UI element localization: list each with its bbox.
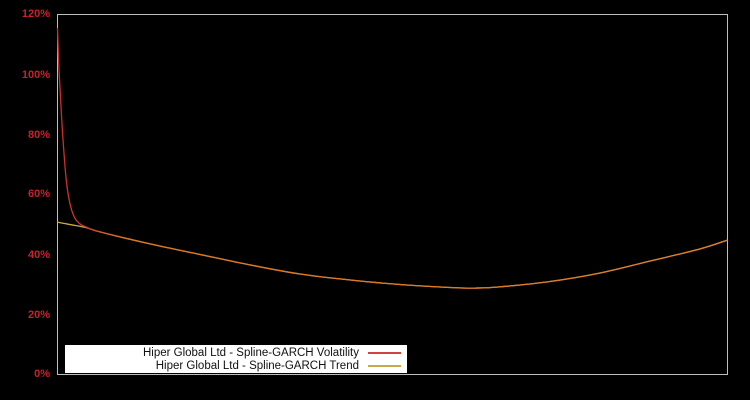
legend-label-volatility: Hiper Global Ltd - Spline-GARCH Volatili… xyxy=(142,346,359,359)
y-tick-80: 80% xyxy=(27,129,50,141)
volatility-line xyxy=(56,27,728,289)
plot-border xyxy=(57,14,728,375)
volatility-line-sample-icon xyxy=(368,351,401,354)
y-tick-60: 60% xyxy=(27,188,50,200)
y-tick-0: 0% xyxy=(34,368,50,380)
legend-label-trend: Hiper Global Ltd - Spline-GARCH Trend xyxy=(155,359,359,372)
y-tick-100: 100% xyxy=(21,69,50,81)
trend-line xyxy=(57,221,728,289)
trend-line-sample-icon xyxy=(368,364,401,367)
legend-item-volatility: Hiper Global Ltd - Spline-GARCH Volatili… xyxy=(69,346,401,359)
legend-item-trend: Hiper Global Ltd - Spline-GARCH Trend xyxy=(69,359,401,372)
legend: Hiper Global Ltd - Spline-GARCH Volatili… xyxy=(65,345,407,373)
y-tick-120: 120% xyxy=(21,8,50,20)
y-tick-20: 20% xyxy=(27,309,50,321)
y-tick-40: 40% xyxy=(27,249,50,261)
